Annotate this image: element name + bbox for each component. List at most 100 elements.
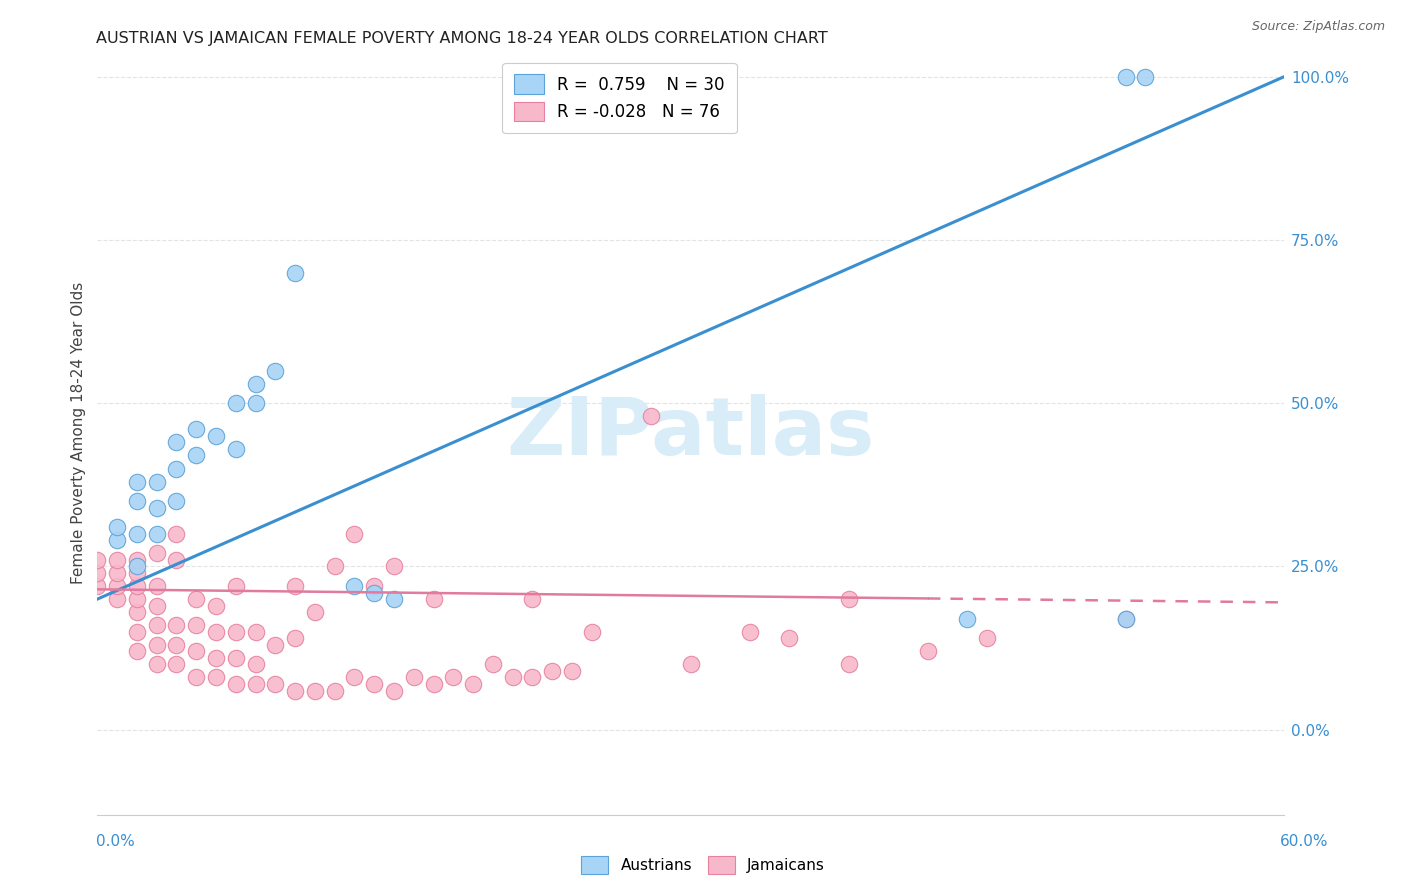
Point: [186, 592, 208, 607]
Point: [186, 644, 208, 658]
Point: [105, 579, 128, 593]
Point: [165, 618, 187, 632]
Point: [165, 553, 187, 567]
Point: [264, 677, 287, 691]
Point: [125, 566, 148, 580]
Point: [245, 376, 267, 391]
Point: [304, 683, 326, 698]
Point: [245, 657, 267, 672]
Point: [581, 624, 603, 639]
Point: [145, 526, 167, 541]
Point: [205, 651, 228, 665]
Point: [522, 670, 544, 684]
Point: [343, 579, 366, 593]
Y-axis label: Female Poverty Among 18-24 Year Olds: Female Poverty Among 18-24 Year Olds: [72, 282, 86, 583]
Point: [86, 579, 108, 593]
Point: [976, 632, 998, 646]
Point: [225, 442, 247, 456]
Point: [502, 670, 524, 684]
Point: [205, 670, 228, 684]
Point: [382, 683, 405, 698]
Point: [165, 461, 187, 475]
Point: [125, 559, 148, 574]
Point: [264, 638, 287, 652]
Point: [699, 70, 721, 84]
Text: Source: ZipAtlas.com: Source: ZipAtlas.com: [1251, 20, 1385, 33]
Point: [284, 683, 307, 698]
Point: [165, 657, 187, 672]
Point: [838, 657, 860, 672]
Point: [343, 670, 366, 684]
Point: [186, 670, 208, 684]
Point: [640, 409, 662, 424]
Point: [105, 533, 128, 548]
Text: ZIPatlas: ZIPatlas: [506, 393, 875, 472]
Point: [125, 475, 148, 489]
Text: 60.0%: 60.0%: [1281, 834, 1329, 848]
Point: [1135, 70, 1157, 84]
Point: [225, 624, 247, 639]
Point: [225, 396, 247, 410]
Point: [205, 429, 228, 443]
Point: [125, 494, 148, 508]
Point: [145, 579, 167, 593]
Point: [679, 657, 702, 672]
Point: [125, 579, 148, 593]
Point: [165, 494, 187, 508]
Point: [363, 579, 385, 593]
Legend: R =  0.759    N = 30, R = -0.028   N = 76: R = 0.759 N = 30, R = -0.028 N = 76: [502, 62, 737, 133]
Point: [1115, 612, 1137, 626]
Point: [363, 585, 385, 599]
Point: [245, 677, 267, 691]
Point: [284, 579, 307, 593]
Point: [382, 559, 405, 574]
Point: [125, 592, 148, 607]
Point: [145, 500, 167, 515]
Point: [125, 605, 148, 619]
Point: [125, 553, 148, 567]
Point: [105, 520, 128, 534]
Point: [125, 526, 148, 541]
Point: [343, 526, 366, 541]
Point: [284, 266, 307, 280]
Point: [482, 657, 505, 672]
Point: [145, 657, 167, 672]
Text: 0.0%: 0.0%: [96, 834, 135, 848]
Point: [165, 526, 187, 541]
Point: [1115, 70, 1137, 84]
Legend: Austrians, Jamaicans: Austrians, Jamaicans: [575, 850, 831, 880]
Point: [402, 670, 425, 684]
Point: [956, 612, 979, 626]
Text: AUSTRIAN VS JAMAICAN FEMALE POVERTY AMONG 18-24 YEAR OLDS CORRELATION CHART: AUSTRIAN VS JAMAICAN FEMALE POVERTY AMON…: [96, 31, 827, 46]
Point: [264, 363, 287, 377]
Point: [245, 396, 267, 410]
Point: [186, 618, 208, 632]
Point: [225, 677, 247, 691]
Point: [165, 435, 187, 450]
Point: [679, 70, 702, 84]
Point: [917, 644, 939, 658]
Point: [125, 644, 148, 658]
Point: [186, 449, 208, 463]
Point: [186, 422, 208, 436]
Point: [205, 624, 228, 639]
Point: [105, 553, 128, 567]
Point: [779, 632, 801, 646]
Point: [145, 475, 167, 489]
Point: [838, 592, 860, 607]
Point: [225, 579, 247, 593]
Point: [165, 638, 187, 652]
Point: [105, 592, 128, 607]
Point: [561, 664, 583, 678]
Point: [284, 632, 307, 646]
Point: [86, 566, 108, 580]
Point: [1115, 612, 1137, 626]
Point: [422, 592, 444, 607]
Point: [363, 677, 385, 691]
Point: [86, 553, 108, 567]
Point: [323, 683, 346, 698]
Point: [205, 599, 228, 613]
Point: [105, 566, 128, 580]
Point: [145, 546, 167, 560]
Point: [461, 677, 484, 691]
